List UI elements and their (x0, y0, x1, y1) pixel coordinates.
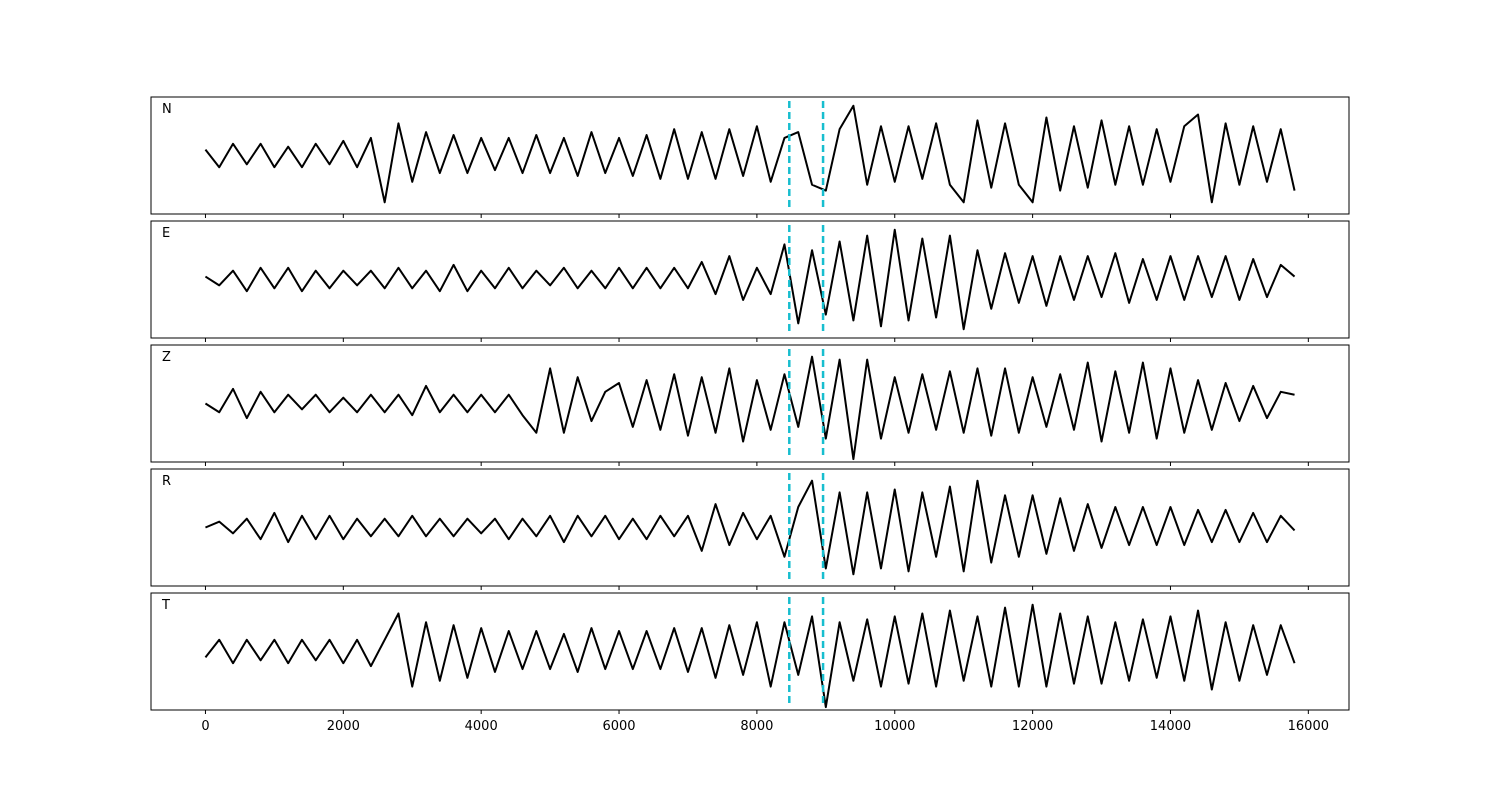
panel-label: Z (162, 350, 171, 365)
panel-label: N (162, 102, 172, 117)
panel-label: R (162, 474, 171, 489)
x-tick-label: 8000 (740, 719, 773, 734)
x-tick-label: 16000 (1288, 719, 1329, 734)
waveform (204, 355, 1295, 461)
x-tick-label: 0 (201, 719, 209, 734)
panel-frame (150, 344, 1350, 463)
x-tick-label: 2000 (327, 719, 360, 734)
panel-frame (150, 468, 1350, 587)
x-tick-label: 4000 (465, 719, 498, 734)
panel-label: T (161, 598, 170, 613)
panel-frame (150, 592, 1350, 711)
x-tick-label: 6000 (602, 719, 635, 734)
x-tick-label: 10000 (874, 719, 915, 734)
waveform (204, 104, 1296, 204)
panel-frame (150, 220, 1350, 339)
waveform (204, 228, 1296, 331)
x-tick-label: 14000 (1150, 719, 1191, 734)
waveform (204, 603, 1296, 709)
waveform (205, 479, 1296, 576)
panel-frame (150, 96, 1350, 215)
panel-label: E (162, 226, 170, 241)
x-tick-label: 12000 (1012, 719, 1053, 734)
